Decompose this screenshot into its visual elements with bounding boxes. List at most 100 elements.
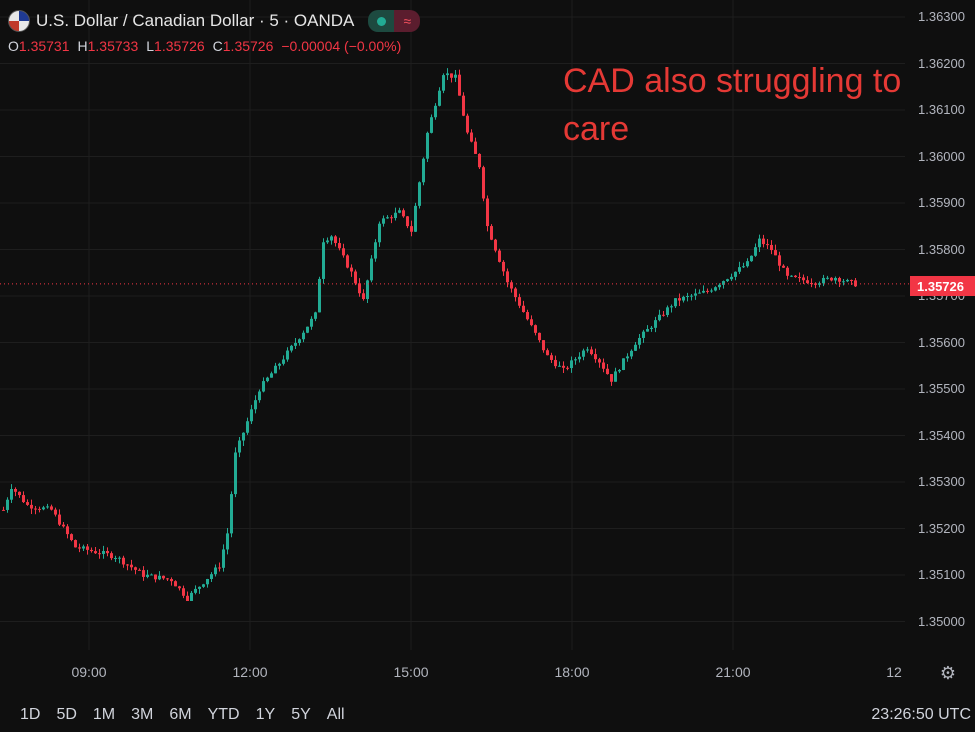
candle-body <box>598 359 601 363</box>
candle-body <box>854 280 857 287</box>
range-button-5y[interactable]: 5Y <box>291 706 311 723</box>
candle-body <box>566 367 569 369</box>
candle-body <box>226 533 229 550</box>
candle-body <box>526 312 529 320</box>
candle-body <box>822 277 825 284</box>
candle-body <box>418 182 421 206</box>
candle-body <box>514 288 517 298</box>
candle-body <box>534 325 537 333</box>
range-button-5d[interactable]: 5D <box>56 706 77 723</box>
candle-body <box>178 586 181 589</box>
candle-body <box>758 238 761 248</box>
candle-body <box>462 95 465 116</box>
candle-body <box>590 349 593 355</box>
candle-body <box>842 281 845 283</box>
candle-body <box>86 546 89 550</box>
change-value: −0.00004 (−0.00%) <box>281 38 402 54</box>
candle-body <box>182 588 185 596</box>
range-button-6m[interactable]: 6M <box>169 706 192 723</box>
candle-body <box>326 240 329 243</box>
chart-header: U.S. Dollar / Canadian Dollar · 5 · OAND… <box>8 6 421 36</box>
candle-body <box>434 105 437 118</box>
candle-body <box>538 332 541 341</box>
y-tick-label: 1.35600 <box>918 334 965 350</box>
candle-body <box>102 550 105 554</box>
candle-body <box>330 236 333 241</box>
candle-body <box>762 238 765 245</box>
candle-body <box>498 250 501 262</box>
range-button-1d[interactable]: 1D <box>20 706 41 723</box>
candle-body <box>582 350 585 357</box>
x-tick-label: 21:00 <box>715 664 751 680</box>
candle-body <box>94 551 97 554</box>
candle-body <box>90 549 93 552</box>
x-tick-label: 15:00 <box>393 664 429 680</box>
candle-body <box>254 400 257 410</box>
range-selector: 1D 5D 1M 3M 6M YTD 1Y 5Y All <box>20 706 345 724</box>
chart-title[interactable]: U.S. Dollar / Canadian Dollar · 5 · OAND… <box>36 11 355 30</box>
market-status-pill[interactable]: ≈ <box>368 10 421 32</box>
range-button-1m[interactable]: 1M <box>92 706 116 723</box>
candle-body <box>502 261 505 272</box>
candle-body <box>718 284 721 288</box>
candle-body <box>242 432 245 441</box>
candle-body <box>446 73 449 76</box>
candle-body <box>522 305 525 313</box>
chart-annotation[interactable]: CAD also struggling to care <box>563 62 902 148</box>
candle-body <box>350 267 353 272</box>
current-price-tag: 1.35726 <box>910 276 975 296</box>
candle-body <box>158 575 161 580</box>
candle-body <box>494 239 497 251</box>
candle-body <box>838 277 841 282</box>
gear-icon[interactable]: ⚙ <box>939 663 957 683</box>
candle-body <box>2 509 5 511</box>
close-label: C <box>212 38 223 54</box>
candle-body <box>754 247 757 256</box>
candle-body <box>426 132 429 159</box>
candle-body <box>546 350 549 356</box>
x-tick-label: 09:00 <box>71 664 107 680</box>
candle-body <box>734 271 737 277</box>
wave-icon[interactable]: ≈ <box>394 10 421 32</box>
candle-body <box>578 356 581 360</box>
candle-body <box>54 509 57 515</box>
candle-body <box>38 508 41 510</box>
candle-body <box>306 326 309 333</box>
candle-body <box>166 578 169 580</box>
candle-body <box>470 132 473 142</box>
range-button-ytd[interactable]: YTD <box>207 706 240 723</box>
candle-body <box>174 581 177 587</box>
candle-body <box>614 371 617 382</box>
range-button-3m[interactable]: 3M <box>131 706 154 723</box>
candle-body <box>746 261 749 267</box>
usd-cad-flag-icon <box>8 10 30 32</box>
candle-body <box>402 210 405 217</box>
candle-body <box>698 292 701 294</box>
x-tick-label: 12:00 <box>232 664 268 680</box>
range-button-all[interactable]: All <box>326 706 345 723</box>
candle-body <box>818 283 821 285</box>
low-label: L <box>146 38 155 54</box>
candle-body <box>634 344 637 351</box>
candle-body <box>806 280 809 283</box>
candle-body <box>666 307 669 316</box>
market-open-icon[interactable] <box>368 10 395 32</box>
candle-body <box>142 570 145 577</box>
candle-body <box>406 216 409 227</box>
high-value: 1.35733 <box>87 38 139 54</box>
utc-clock[interactable]: 23:26:50 UTC <box>871 706 971 723</box>
candle-body <box>642 331 645 338</box>
candle-body <box>570 360 573 369</box>
candle-body <box>786 267 789 276</box>
candle-body <box>626 356 629 359</box>
candle-body <box>42 507 45 510</box>
candle-body <box>550 355 553 360</box>
y-tick-label: 1.36100 <box>918 102 965 117</box>
candle-body <box>454 74 457 78</box>
candle-body <box>130 564 133 568</box>
range-button-1y[interactable]: 1Y <box>255 706 276 723</box>
candle-body <box>482 167 485 199</box>
candle-body <box>378 223 381 243</box>
ohlc-legend: O1.35731 H1.35733 L1.35726 C1.35726 −0.0… <box>8 38 401 54</box>
